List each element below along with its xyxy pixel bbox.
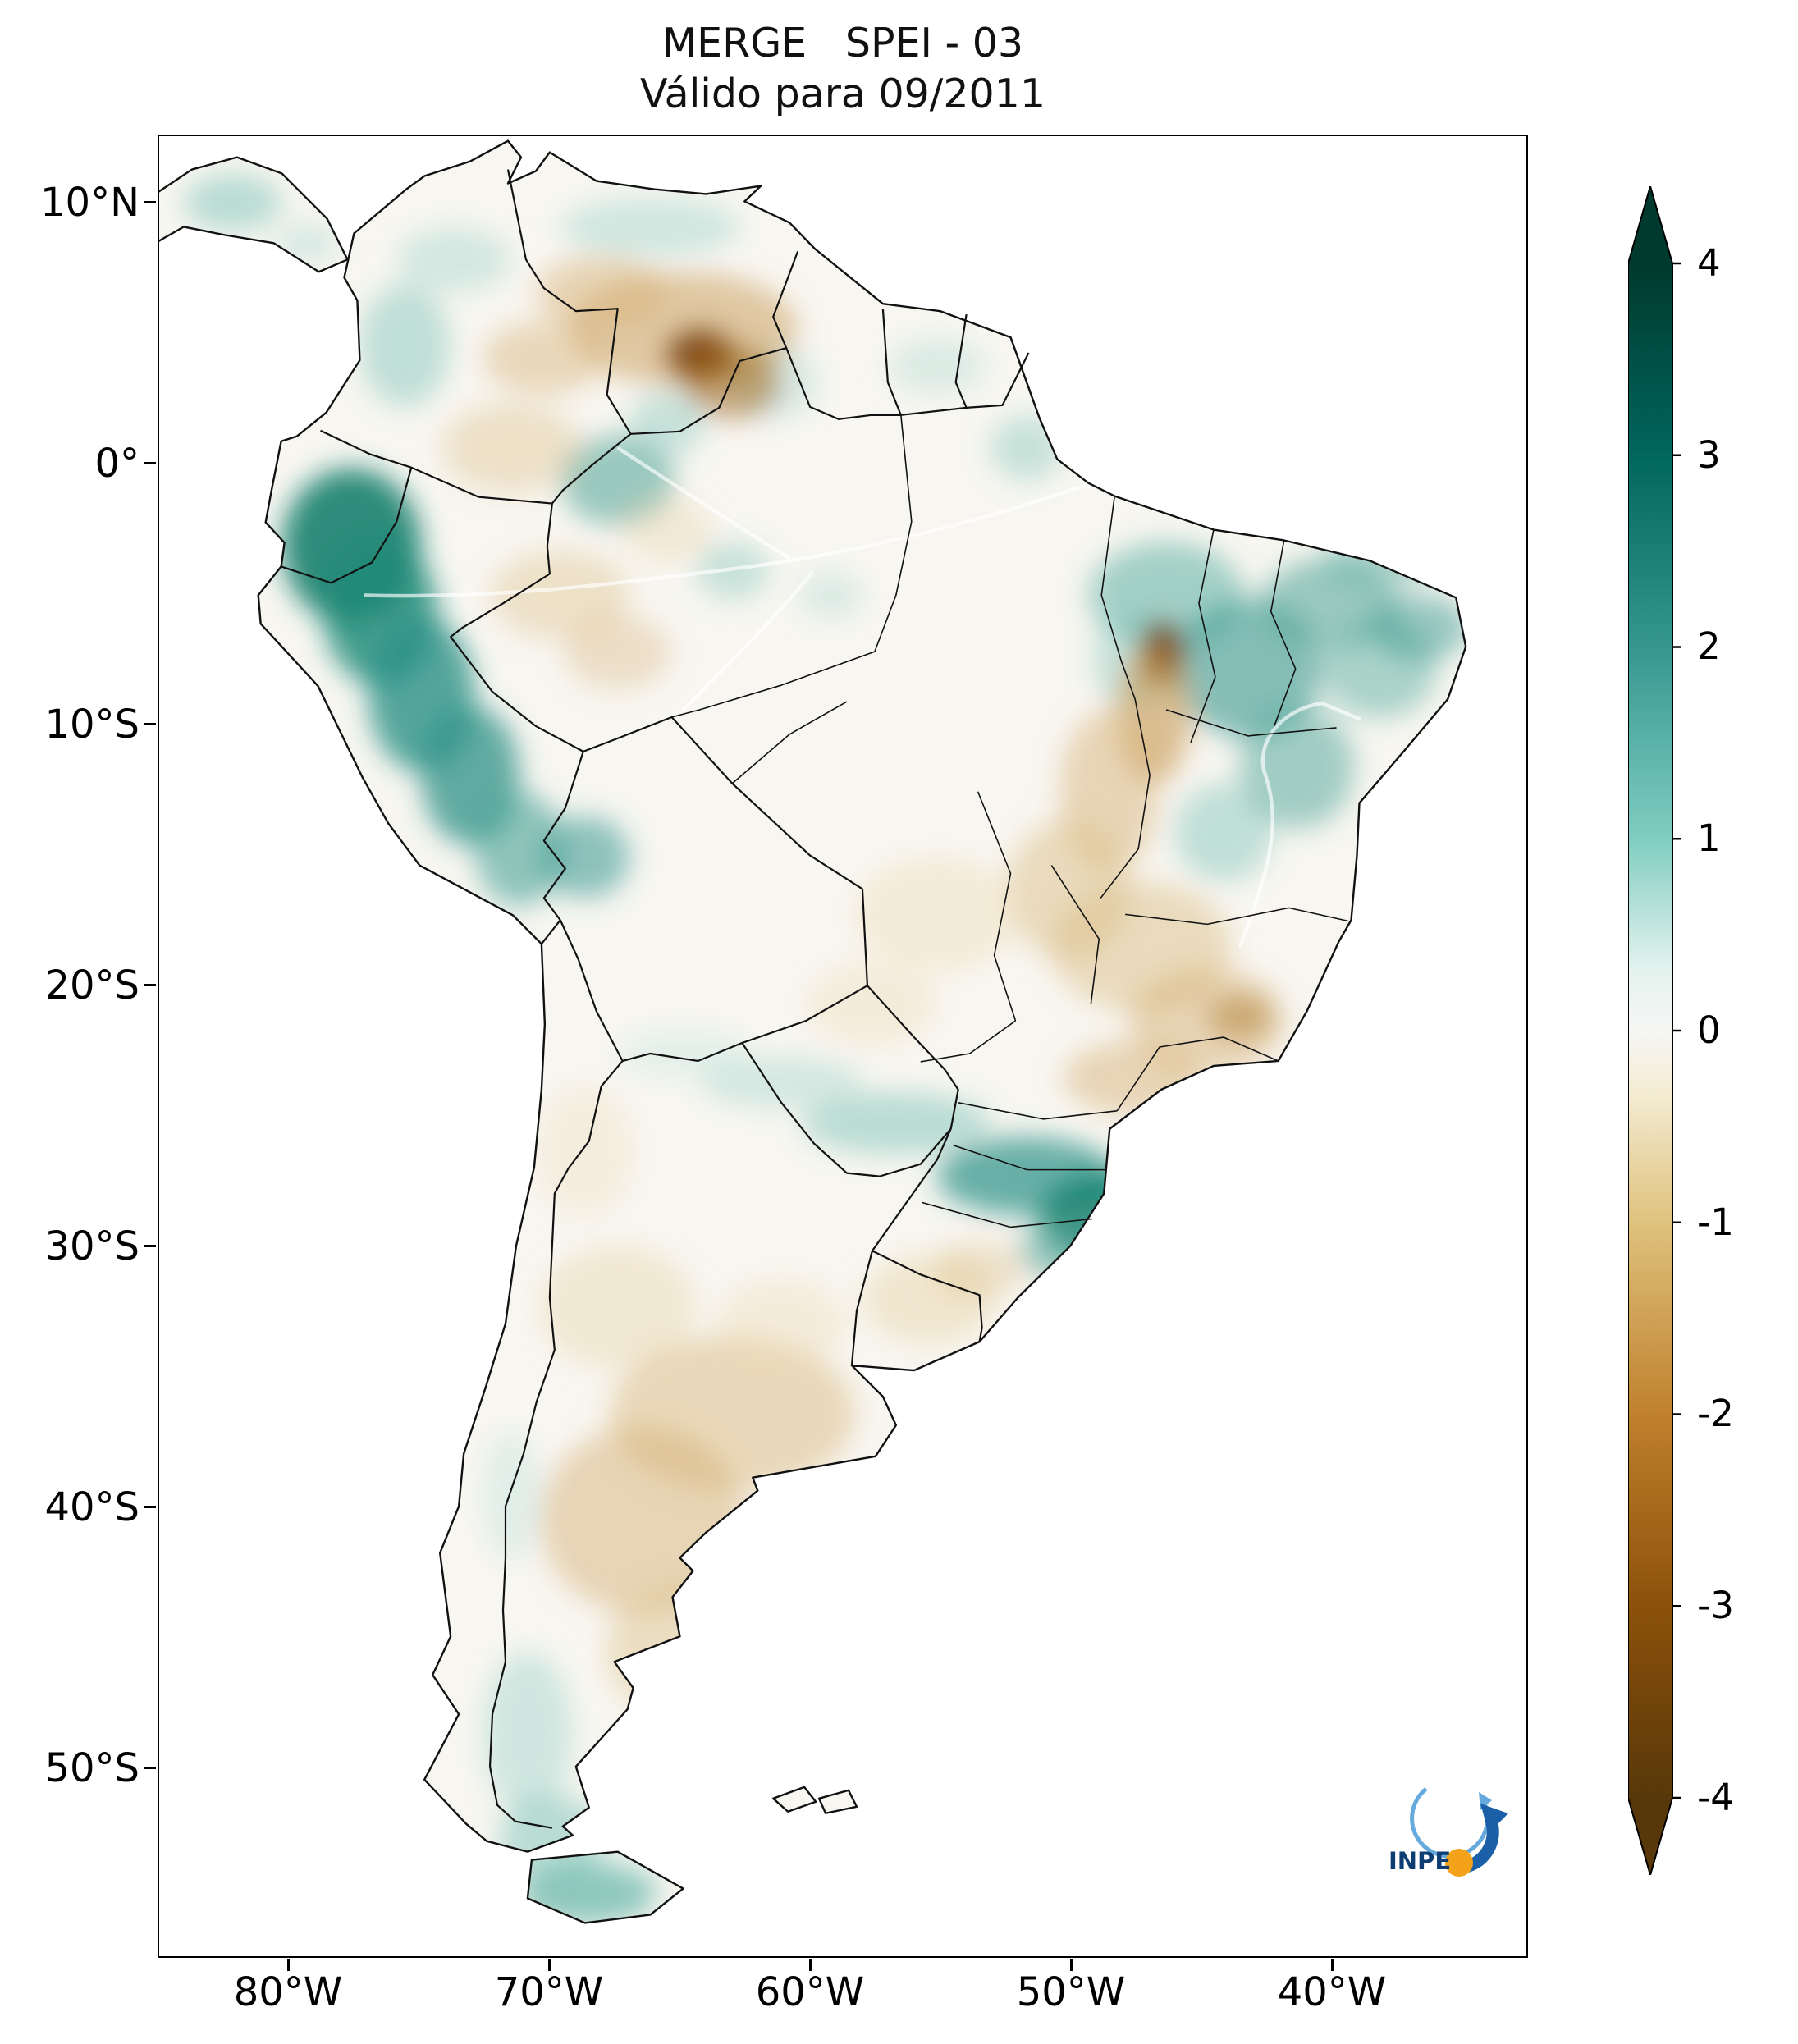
- lat-tickmark: [144, 1506, 156, 1508]
- lon-tick-60w: 60°W: [755, 1969, 865, 2015]
- plot-title-line2: Válido para 09/2011: [639, 71, 1046, 117]
- colorbar-tickmarks: [1672, 262, 1681, 1799]
- lon-tickmark: [1070, 1959, 1073, 1971]
- logo-blue-arrowhead: [1480, 1804, 1508, 1833]
- lat-tickmark: [144, 723, 156, 725]
- inpe-logo-graphic: INPE: [1389, 1787, 1508, 1877]
- lat-tickmark: [144, 1767, 156, 1769]
- lat-tick-10n: 10°N: [40, 180, 140, 226]
- central-america-land: [159, 156, 349, 273]
- lon-tickmark: [548, 1959, 551, 1971]
- colorbar-tick-2: 2: [1697, 624, 1721, 668]
- colorbar-tick-1: 1: [1697, 816, 1721, 860]
- lat-tick-50s: 50°S: [44, 1745, 140, 1791]
- inpe-logo: INPE: [1384, 1771, 1515, 1886]
- rivers: [364, 446, 1362, 949]
- lat-tick-10s: 10°S: [44, 702, 140, 748]
- coastline: [159, 139, 1467, 1924]
- lat-tick-20s: 20°S: [44, 963, 140, 1008]
- lon-tick-50w: 50°W: [1016, 1969, 1126, 2015]
- lon-tickmark: [287, 1959, 290, 1971]
- colorbar-tick-3: 3: [1697, 433, 1721, 477]
- ocean-mask: [159, 136, 1526, 1956]
- colorbar-bar: [1628, 263, 1672, 1798]
- lat-tick-40s: 40°S: [44, 1484, 140, 1530]
- lat-tick-0: 0°: [94, 441, 140, 487]
- falkland-islands: [772, 1786, 858, 1814]
- plot-title: MERGE SPEI - 03 Válido para 09/2011: [158, 18, 1528, 120]
- colorbar-gradient: [1627, 183, 1681, 1878]
- colorbar-tick-4: 4: [1697, 241, 1721, 285]
- colorbar-tick-0: 0: [1697, 1008, 1721, 1052]
- colorbar-extend-max: [1628, 186, 1672, 263]
- state-borders: [671, 414, 1348, 1228]
- map-axes: INPE: [158, 135, 1528, 1958]
- logo-light-swirl: [1410, 1787, 1490, 1859]
- plot-title-line1: MERGE SPEI - 03: [661, 20, 1024, 66]
- colorbar-tick-m3: -3: [1697, 1584, 1734, 1627]
- colorbar-tick-m2: -2: [1697, 1392, 1734, 1435]
- lon-tick-40w: 40°W: [1277, 1969, 1387, 2015]
- lon-tickmark: [809, 1959, 812, 1971]
- lat-tickmark: [144, 462, 156, 464]
- lat-tickmark: [144, 201, 156, 203]
- tierra-del-fuego: [526, 1850, 684, 1924]
- colorbar-extend-min: [1628, 1798, 1672, 1875]
- south-america-map: [159, 136, 1526, 1956]
- colorbar-tick-m1: -1: [1697, 1200, 1734, 1244]
- inpe-logo-text: INPE: [1389, 1847, 1451, 1875]
- lat-tickmark: [144, 984, 156, 986]
- colorbar-tick-m4: -4: [1697, 1776, 1734, 1819]
- lat-tick-30s: 30°S: [44, 1223, 140, 1269]
- lat-tickmark: [144, 1245, 156, 1247]
- lon-tick-80w: 80°W: [233, 1969, 343, 2015]
- country-borders: [281, 169, 1030, 1829]
- lon-tick-70w: 70°W: [494, 1969, 604, 2015]
- lon-tickmark: [1331, 1959, 1334, 1971]
- logo-orange-dot: [1445, 1849, 1473, 1877]
- colorbar: [1627, 183, 1682, 1878]
